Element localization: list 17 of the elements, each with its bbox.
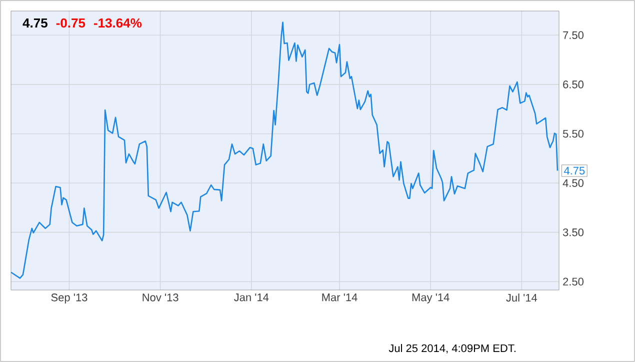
- x-tick-label: Mar '14: [322, 294, 358, 302]
- y-tick-label: 3.50: [562, 228, 584, 236]
- y-tick-label: 2.50: [563, 278, 584, 286]
- x-tick-label: Jul '14: [506, 294, 538, 302]
- annotation: -0.75: [56, 18, 86, 28]
- y-tick-label: 6.50: [563, 80, 584, 88]
- annotation: -13.64%: [94, 18, 142, 28]
- y-tick-label: 5.50: [562, 130, 584, 138]
- annotation: 4.75: [564, 166, 585, 175]
- text: Jul 25 2014, 4:09PM EDT.: [388, 344, 516, 354]
- y-tick-label: 4.50: [562, 179, 584, 187]
- chart-title: 4.75: [22, 18, 48, 28]
- y-tick-label: 7.50: [563, 31, 584, 40]
- x-tick-label: Sep '13: [51, 294, 88, 304]
- x-tick-label: Jan '14: [234, 294, 269, 302]
- x-tick-label: Nov '13: [142, 294, 178, 302]
- x-tick-label: May '14: [412, 294, 450, 304]
